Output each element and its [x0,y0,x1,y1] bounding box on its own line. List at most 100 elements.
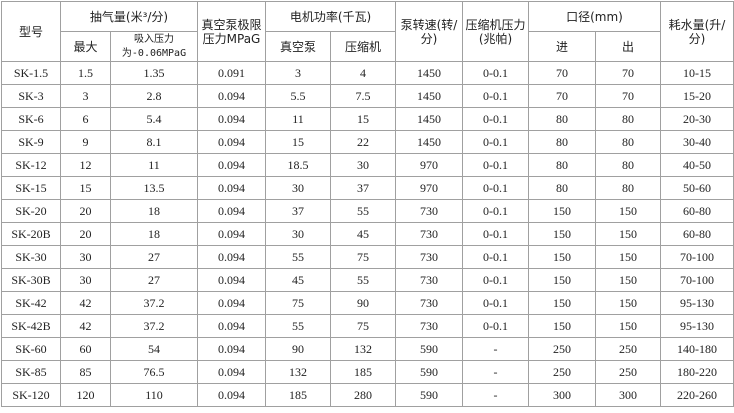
value-cell: 95-130 [660,314,734,338]
header-cell: 出 [595,31,661,62]
value-cell: 60-80 [660,222,734,246]
value-cell: 80 [528,130,596,154]
value-cell: 12 [60,153,111,177]
value-cell: 150 [595,199,661,223]
value-cell: 10-15 [660,61,734,85]
value-cell: 80 [595,176,661,200]
model-cell: SK-1.5 [1,61,61,85]
header-cell: 抽气量(米³/分) [60,1,198,32]
value-cell: 0-0.1 [462,153,529,177]
value-cell: 150 [595,314,661,338]
value-cell: 55 [265,245,331,269]
value-cell: 6 [60,107,111,131]
value-cell: 730 [395,199,463,223]
table-row: SK-20 20 18 0.094 37 55 730 0-0.1 150 150 60-80 [1,199,734,223]
value-cell: 150 [528,314,596,338]
value-cell: 55 [330,199,396,223]
value-cell: 20 [60,222,111,246]
header-cell: 耗水量(升/分) [660,1,734,62]
value-cell: 250 [528,360,596,384]
table-row: SK-15 15 13.5 0.094 30 37 970 0-0.1 80 80 50-60 [1,176,734,200]
model-cell: SK-120 [1,383,61,407]
table-header: 型号 抽气量(米³/分) 真空泵极限压力MPaG 电机功率(千瓦) 泵转速(转/… [1,1,734,62]
value-cell: 150 [595,245,661,269]
value-cell: 30 [60,268,111,292]
value-cell: 80 [595,130,661,154]
value-cell: 20-30 [660,107,734,131]
value-cell: 185 [265,383,331,407]
value-cell: 0.094 [197,337,266,361]
value-cell: 1.5 [60,61,111,85]
value-cell: 3 [265,61,331,85]
value-cell: 0.094 [197,107,266,131]
table-row: SK-30 30 27 0.094 55 75 730 0-0.1 150 150 70-100 [1,245,734,269]
value-cell: 30 [265,222,331,246]
value-cell: 0-0.1 [462,61,529,85]
table-row: SK-12 12 11 0.094 18.5 30 970 0-0.1 80 80 40-50 [1,153,734,177]
value-cell: 55 [265,314,331,338]
header-cell: 最大 [60,31,111,62]
value-cell: 5.4 [110,107,198,131]
header-cell: 电机功率(千瓦) [265,1,396,32]
value-cell: 0.091 [197,61,266,85]
value-cell: 50-60 [660,176,734,200]
table-row: SK-20B 20 18 0.094 30 45 730 0-0.1 150 150 60-80 [1,222,734,246]
value-cell: 1.35 [110,61,198,85]
value-cell: 15-20 [660,84,734,108]
model-cell: SK-9 [1,130,61,154]
value-cell: 0-0.1 [462,176,529,200]
value-cell: 70 [528,84,596,108]
value-cell: 45 [330,222,396,246]
value-cell: 970 [395,153,463,177]
value-cell: 76.5 [110,360,198,384]
value-cell: 0.094 [197,314,266,338]
value-cell: 0.094 [197,268,266,292]
value-cell: 27 [110,245,198,269]
value-cell: 20 [60,199,111,223]
table-row: SK-3 3 2.8 0.094 5.5 7.5 1450 0-0.1 70 70 15-20 [1,84,734,108]
model-cell: SK-12 [1,153,61,177]
value-cell: 300 [528,383,596,407]
value-cell: 132 [330,337,396,361]
value-cell: 90 [265,337,331,361]
value-cell: 80 [528,176,596,200]
value-cell: 970 [395,176,463,200]
value-cell: 2.8 [110,84,198,108]
value-cell: 730 [395,291,463,315]
value-cell: 80 [528,107,596,131]
model-cell: SK-20B [1,222,61,246]
value-cell: 1450 [395,61,463,85]
value-cell: 1450 [395,130,463,154]
header-cell: 进 [528,31,596,62]
value-cell: 120 [60,383,111,407]
value-cell: 220-260 [660,383,734,407]
value-cell: 80 [595,153,661,177]
value-cell: 42 [60,314,111,338]
value-cell: 150 [595,291,661,315]
value-cell: 1450 [395,107,463,131]
value-cell: 150 [595,268,661,292]
value-cell: 45 [265,268,331,292]
value-cell: 0.094 [197,84,266,108]
value-cell: 250 [528,337,596,361]
value-cell: 18 [110,222,198,246]
model-cell: SK-42 [1,291,61,315]
value-cell: 0-0.1 [462,199,529,223]
value-cell: 70 [595,84,661,108]
value-cell: 27 [110,268,198,292]
value-cell: 590 [395,360,463,384]
table-row: SK-120 120 110 0.094 185 280 590-300 300 220-260 [1,383,734,407]
value-cell: 0-0.1 [462,314,529,338]
value-cell: 60-80 [660,199,734,223]
value-cell: 40-50 [660,153,734,177]
table-body: SK-1.5 1.5 1.35 0.091 3 4 1450 0-0.1 70 70 10-15 SK… [1,61,734,407]
model-cell: SK-30B [1,268,61,292]
value-cell: 15 [330,107,396,131]
value-cell: 15 [265,130,331,154]
value-cell: 250 [595,360,661,384]
value-cell: 250 [595,337,661,361]
value-cell: 590 [395,383,463,407]
value-cell: 80 [528,153,596,177]
value-cell: 150 [595,222,661,246]
